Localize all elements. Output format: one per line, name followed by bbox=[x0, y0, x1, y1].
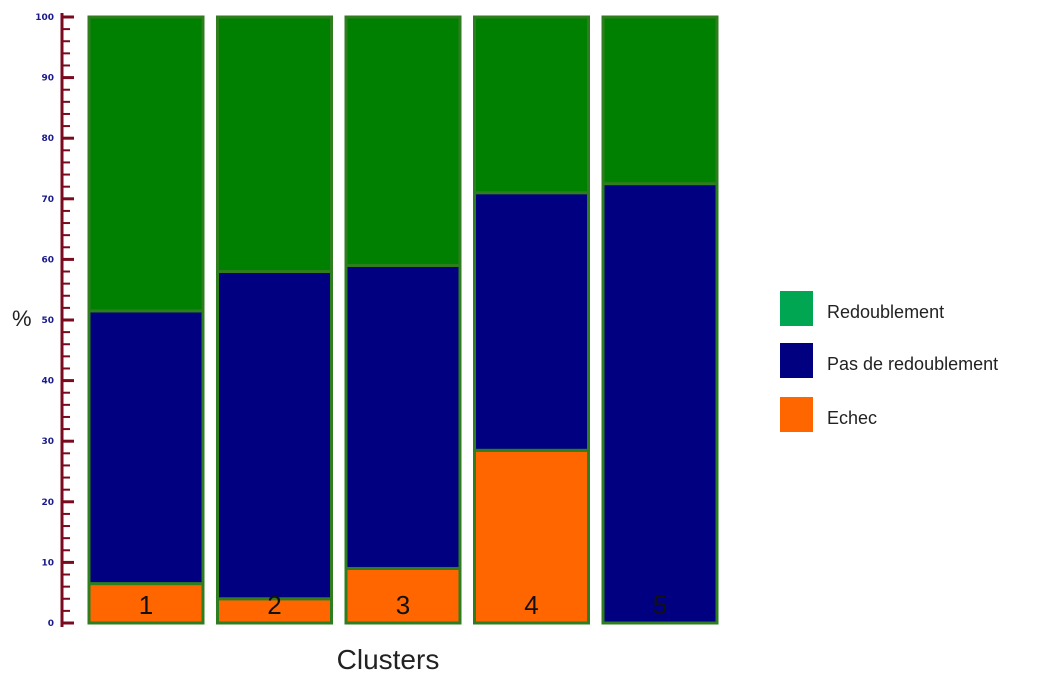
x-axis-title: Clusters bbox=[337, 644, 440, 673]
legend-swatch bbox=[780, 397, 813, 432]
y-tick-label: 60 bbox=[41, 255, 54, 265]
y-tick-label: 100 bbox=[35, 13, 54, 23]
y-tick-label: 0 bbox=[48, 619, 54, 629]
y-tick-label: 70 bbox=[41, 195, 54, 205]
legend: Redoublement Pas de redoublement Echec bbox=[780, 291, 998, 432]
legend-swatch bbox=[780, 291, 813, 326]
bar-segment bbox=[601, 15, 719, 186]
bar-segment bbox=[344, 263, 462, 570]
category-label: 5 bbox=[653, 590, 667, 620]
bars bbox=[87, 15, 719, 625]
y-tick-label: 80 bbox=[41, 134, 54, 144]
bar-segment bbox=[473, 448, 590, 625]
bar-segment bbox=[216, 15, 333, 274]
bar-segment bbox=[473, 15, 590, 195]
bar-segment bbox=[216, 270, 333, 601]
category-label: 4 bbox=[524, 590, 538, 620]
legend-label: Pas de redoublement bbox=[827, 354, 998, 374]
category-label: 1 bbox=[139, 590, 153, 620]
bar-segment bbox=[344, 15, 462, 267]
legend-label: Redoublement bbox=[827, 302, 944, 322]
legend-swatch bbox=[780, 343, 813, 378]
bar-segment bbox=[601, 182, 719, 625]
legend-label: Echec bbox=[827, 408, 877, 428]
bar-segment bbox=[87, 309, 205, 586]
y-tick-label: 20 bbox=[41, 498, 54, 508]
category-label: 2 bbox=[267, 590, 281, 620]
y-tick-label: 90 bbox=[41, 74, 54, 84]
category-label: 3 bbox=[396, 590, 410, 620]
y-axis-title: % bbox=[12, 306, 32, 331]
y-tick-label: 50 bbox=[41, 316, 54, 326]
y-tick-label: 40 bbox=[41, 377, 54, 387]
bar-segment bbox=[87, 15, 205, 313]
y-tick-label: 10 bbox=[41, 558, 54, 568]
bar-segment bbox=[344, 566, 462, 625]
bar-labels: 1 2 3 4 5 bbox=[139, 590, 667, 620]
y-axis: 0 10 20 30 40 50 60 70 80 90 100 bbox=[35, 13, 74, 629]
bar-segment bbox=[87, 582, 205, 625]
bar-segment bbox=[473, 191, 590, 452]
y-tick-label: 30 bbox=[41, 437, 54, 447]
